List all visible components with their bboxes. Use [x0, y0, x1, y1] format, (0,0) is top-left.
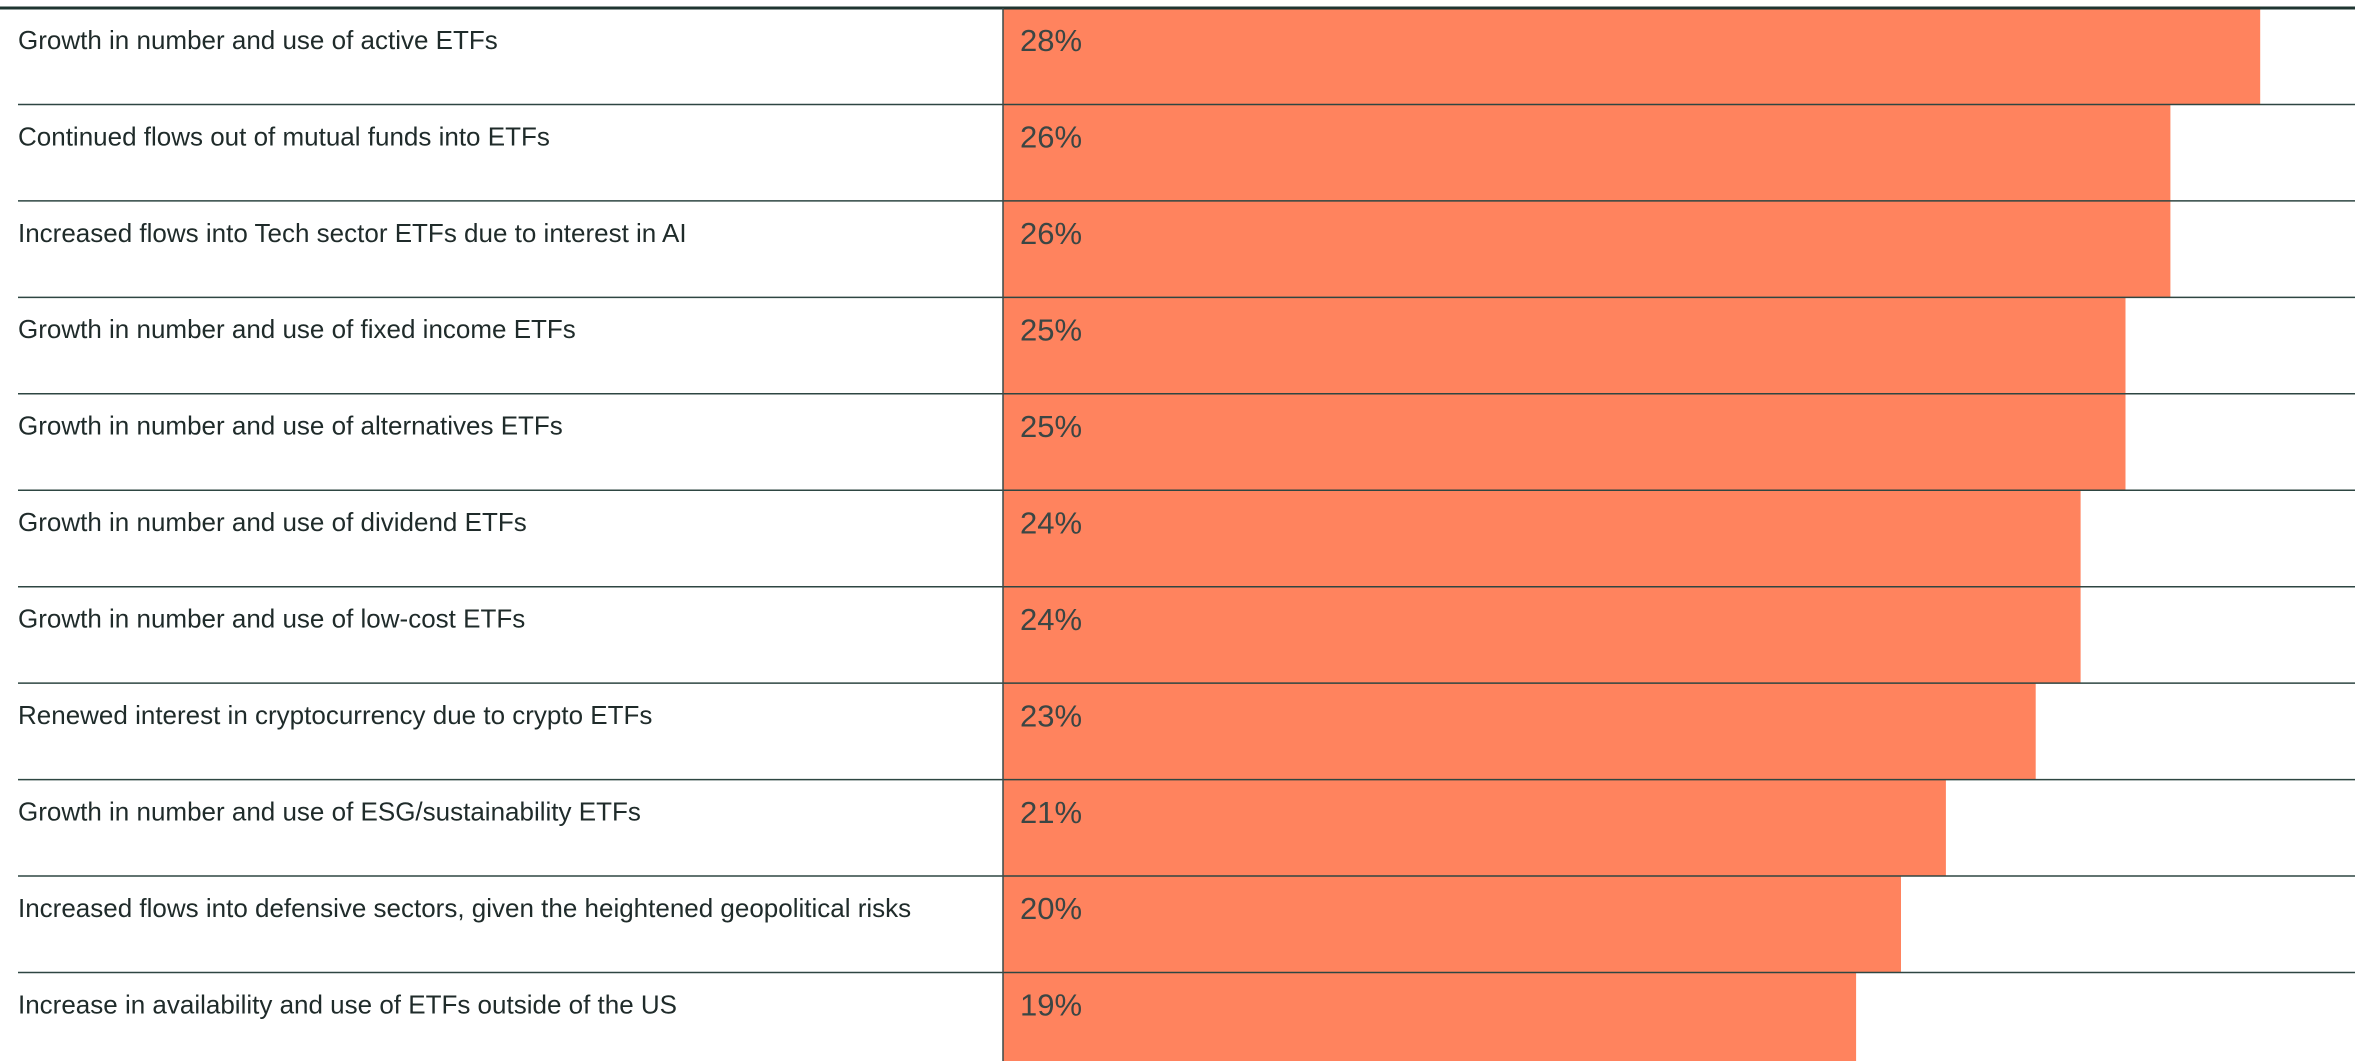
bar	[1003, 779, 1946, 877]
bar	[1003, 200, 2171, 298]
category-label: Growth in number and use of alternatives…	[18, 411, 563, 441]
category-label: Increased flows into defensive sectors, …	[18, 893, 911, 923]
bar	[1003, 683, 2036, 780]
category-label: Growth in number and use of active ETFs	[18, 25, 498, 55]
value-label: 26%	[1020, 120, 1082, 155]
value-label: 24%	[1020, 505, 1082, 540]
value-label: 19%	[1020, 988, 1082, 1023]
category-label: Increased flows into Tech sector ETFs du…	[18, 218, 687, 248]
value-label: 21%	[1020, 795, 1082, 830]
category-label: Increase in availability and use of ETFs…	[18, 989, 677, 1019]
value-label: 28%	[1020, 23, 1082, 58]
bar	[1003, 104, 2171, 201]
value-label: 20%	[1020, 891, 1082, 926]
bar	[1003, 972, 1857, 1061]
category-label: Continued flows out of mutual funds into…	[18, 121, 550, 151]
bar	[1003, 586, 2081, 684]
bar	[1003, 8, 2261, 105]
category-label: Growth in number and use of low-cost ETF…	[18, 604, 525, 634]
category-label: Growth in number and use of dividend ETF…	[18, 507, 527, 537]
bar	[1003, 393, 2126, 491]
category-label: Growth in number and use of ESG/sustaina…	[18, 796, 641, 826]
bar	[1003, 297, 2126, 394]
value-label: 25%	[1020, 313, 1082, 348]
value-label: 25%	[1020, 409, 1082, 444]
value-label: 24%	[1020, 602, 1082, 637]
value-label: 26%	[1020, 216, 1082, 251]
value-label: 23%	[1020, 698, 1082, 733]
bar	[1003, 490, 2081, 587]
bar	[1003, 876, 1901, 973]
category-label: Renewed interest in cryptocurrency due t…	[18, 700, 652, 730]
category-label: Growth in number and use of fixed income…	[18, 314, 576, 344]
